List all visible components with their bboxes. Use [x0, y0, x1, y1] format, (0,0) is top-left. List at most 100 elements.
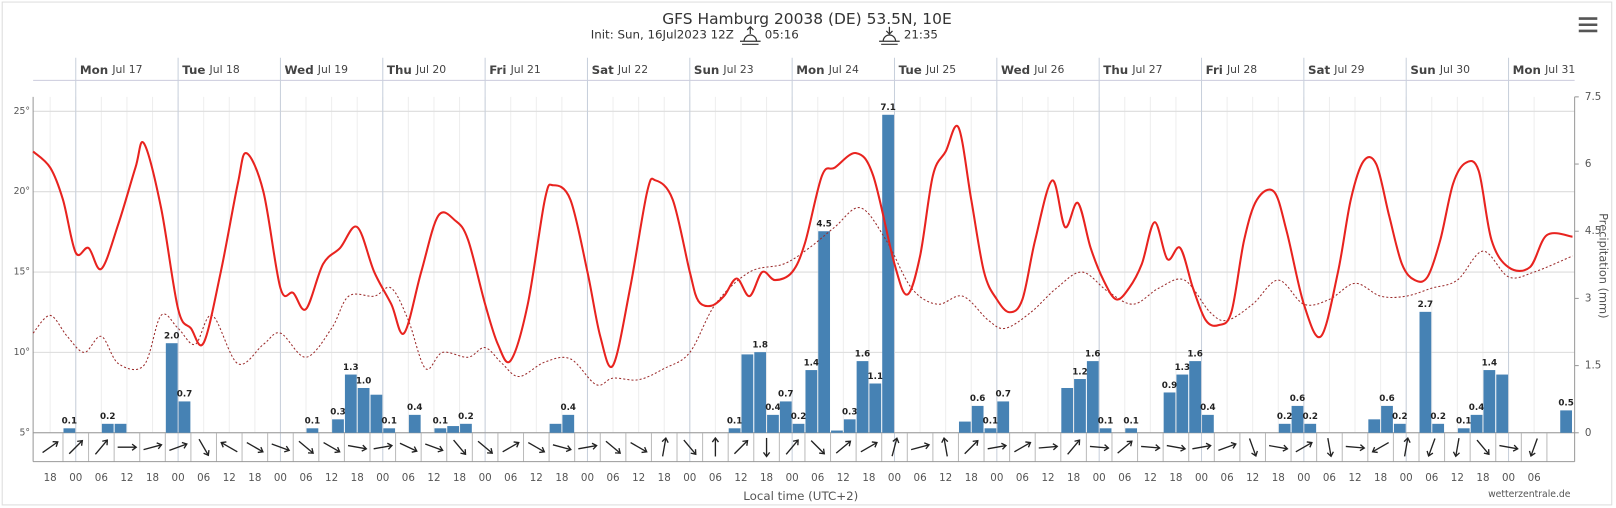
wind-shaft [1166, 444, 1186, 450]
x-tick-label: 12 [223, 472, 236, 484]
y-tick-label: 10° [14, 347, 30, 358]
precip-bar [958, 421, 971, 433]
wind-head [52, 441, 59, 447]
menu-button[interactable] [1578, 17, 1598, 33]
wind-head [690, 449, 697, 456]
weekday: Fri [489, 63, 506, 77]
wind-shaft [661, 437, 667, 457]
x-tick-label: 18 [146, 472, 159, 484]
precip-bar [434, 428, 447, 433]
precip-label: 0.2 [1392, 412, 1408, 422]
x-tick-label: 00 [479, 472, 492, 484]
wind-shaft [94, 439, 108, 455]
wind-arrow [835, 440, 852, 454]
x-tick-label: 12 [1246, 472, 1259, 484]
wind-arrow [1089, 444, 1110, 452]
precip-label: 2.7 [1418, 300, 1434, 310]
precip-bar [856, 361, 869, 433]
precip-bar [1125, 428, 1138, 433]
precip-label: 1.6 [1085, 349, 1101, 359]
precip-bar [63, 428, 76, 433]
wind-shaft [578, 444, 597, 450]
wind-head [924, 442, 931, 450]
precip-bar [1291, 405, 1304, 433]
precip-bar [1061, 387, 1074, 433]
wind-shaft [323, 441, 340, 453]
weekday: Mon [1513, 63, 1541, 77]
day-label: Sun Jul 30 [1410, 63, 1470, 77]
wind-arrow [1528, 438, 1538, 457]
precip-bar [1099, 428, 1112, 433]
wind-head [257, 446, 264, 454]
wind-shaft [68, 440, 83, 455]
day-label: Tue Jul 25 [899, 63, 957, 77]
wind-shaft [425, 443, 443, 452]
wind-arrow [220, 441, 238, 453]
date: Jul 31 [1544, 63, 1575, 76]
wind-shaft [987, 444, 1007, 450]
wind-head [513, 441, 520, 448]
wind-shaft [1269, 444, 1288, 450]
wind-arrow [323, 441, 341, 454]
date: Jul 26 [1033, 63, 1064, 76]
precip-bar [344, 374, 357, 433]
precip-label: 0.1 [305, 417, 321, 427]
wind-shaft [1403, 437, 1409, 457]
wind-shaft [683, 439, 697, 455]
date: Jul 27 [1131, 63, 1162, 76]
wind-arrow [941, 436, 949, 457]
wind-shaft [910, 444, 930, 451]
wind-arrow [198, 438, 210, 457]
wind-shaft [143, 444, 162, 451]
x-tick-label: 12 [427, 472, 440, 484]
precip-label: 0.1 [983, 417, 999, 427]
wind-head [892, 437, 900, 444]
weekday: Thu [1103, 63, 1128, 77]
precip-bar [1432, 423, 1445, 433]
wind-arrow [1067, 439, 1081, 455]
wind-head [762, 451, 771, 458]
precip-bar [818, 231, 831, 433]
x-tick-label: 06 [1528, 472, 1541, 484]
wind-head [614, 447, 622, 454]
x-tick-label: 18 [1272, 472, 1285, 484]
precip-label: 4.5 [816, 220, 832, 230]
wind-head [871, 441, 878, 448]
x-tick-label: 00 [581, 472, 594, 484]
precip-label: 0.2 [1302, 412, 1318, 422]
precip-label: 1.3 [1175, 363, 1191, 373]
day-label: Fri Jul 28 [1206, 63, 1258, 77]
wind-head [792, 439, 799, 446]
x-tick-label: 12 [734, 472, 747, 484]
precip-label: 1.3 [343, 363, 359, 373]
wind-head [334, 446, 341, 454]
day-label: Tue Jul 18 [182, 63, 240, 77]
wind-head [77, 439, 84, 446]
x-tick-label: 18 [555, 472, 568, 484]
wind-arrow [169, 441, 188, 452]
wind-arrow [527, 441, 546, 454]
precip-bar [1304, 423, 1317, 433]
wind-head [284, 445, 291, 453]
x-tick-label: 06 [504, 472, 517, 484]
wind-arrow [630, 441, 648, 454]
wind-shaft [220, 441, 238, 453]
date: Jul 28 [1226, 63, 1257, 76]
wind-shaft [1327, 437, 1332, 457]
wind-arrow [860, 441, 878, 453]
precip-bar [728, 428, 741, 433]
x-tick-label: 18 [44, 472, 57, 484]
wind-arrow [711, 436, 720, 457]
precip-label: 1.8 [752, 340, 768, 350]
x-tick-label: 06 [914, 472, 927, 484]
wind-shaft [399, 442, 418, 452]
wind-shaft [1141, 445, 1160, 449]
wind-shaft [1089, 445, 1109, 449]
date: Jul 24 [828, 63, 859, 76]
wind-arrow [661, 436, 669, 457]
x-tick-label: 12 [530, 472, 543, 484]
precip-bar [869, 383, 882, 433]
x-tick-label: 00 [172, 472, 185, 484]
x-tick-label: 12 [1144, 472, 1157, 484]
wind-arrow [1218, 441, 1237, 452]
